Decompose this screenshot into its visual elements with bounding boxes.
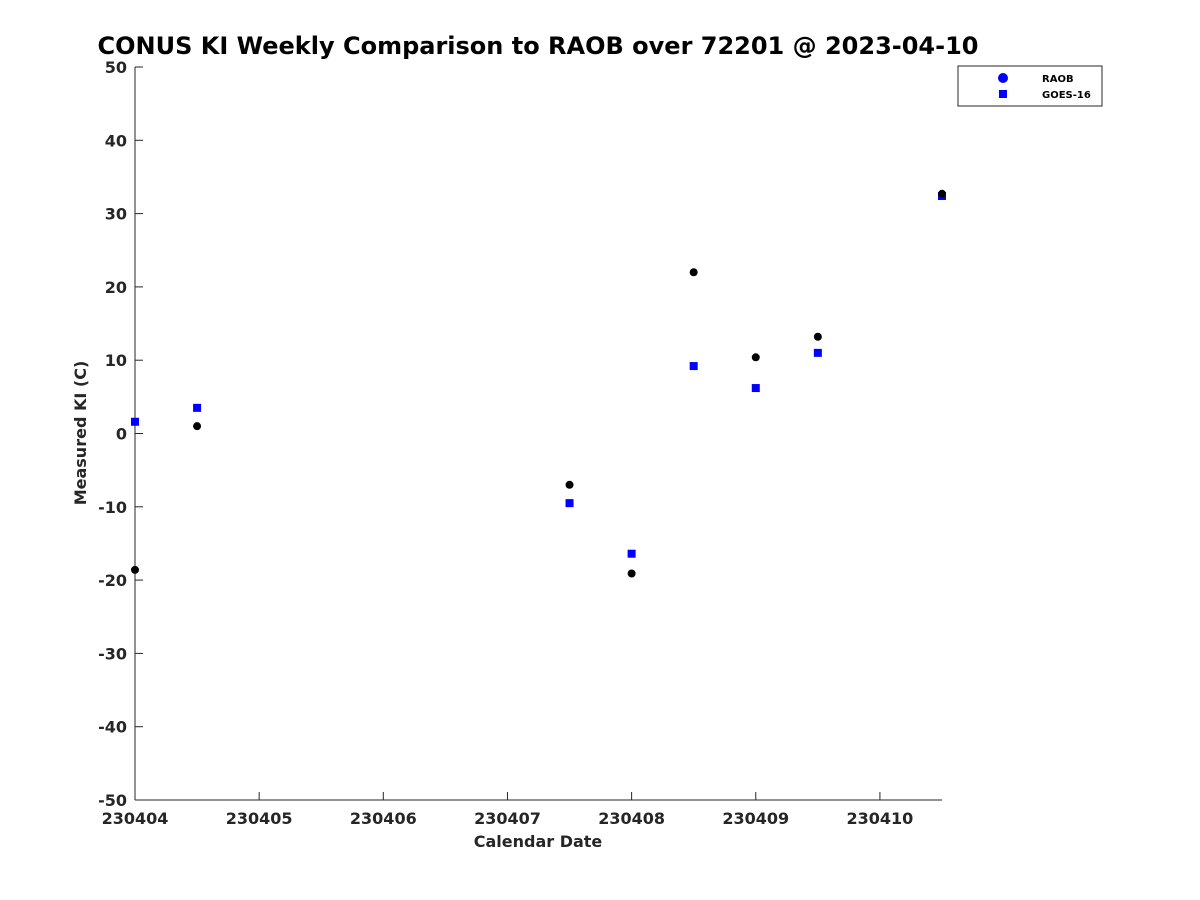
goes-16-point	[131, 417, 139, 426]
x-tick-label: 230404	[102, 809, 169, 828]
x-tick-label: 230406	[350, 809, 417, 828]
legend-label: GOES-16	[1042, 90, 1091, 101]
y-tick-label: 50	[105, 58, 127, 77]
goes-16-point	[627, 549, 636, 558]
x-axis: 230404 230405 230406 230407 230408 230409 2304…	[102, 792, 942, 828]
x-tick-label: 230408	[598, 809, 665, 828]
y-tick-label: -30	[98, 644, 127, 663]
legend: RAOB GOES-16	[957, 65, 1103, 107]
raob-point	[565, 480, 574, 489]
legend-label: RAOB	[1042, 74, 1074, 85]
y-tick-label: 0	[116, 425, 127, 444]
chart-title: CONUS KI Weekly Comparison to RAOB over …	[98, 32, 979, 60]
raob-point	[627, 569, 636, 578]
legend-marker	[999, 90, 1007, 98]
x-tick-label: 230407	[474, 809, 541, 828]
goes-16-point	[751, 384, 760, 393]
legend-box	[957, 65, 1103, 107]
raob-point	[938, 189, 946, 198]
y-axis-label: Measured KI (C)	[71, 361, 90, 506]
y-tick-label: 10	[105, 351, 127, 370]
legend-marker	[998, 73, 1008, 83]
y-tick-label: -10	[98, 498, 127, 517]
data-points	[131, 189, 946, 578]
y-tick-label: 40	[105, 131, 127, 150]
goes-16-point	[813, 348, 822, 357]
goes-16-point	[689, 362, 698, 371]
y-axis: -50 -40 -30 -20 -10 0 10 20 30 40 50	[98, 58, 143, 810]
x-tick-label: 230410	[847, 809, 914, 828]
y-tick-label: -50	[98, 791, 127, 810]
raob-point	[193, 422, 202, 431]
raob-point	[751, 353, 760, 362]
x-tick-label: 230409	[722, 809, 789, 828]
x-tick-label: 230405	[226, 809, 293, 828]
y-tick-label: 30	[105, 205, 127, 224]
goes-16-point	[193, 403, 202, 412]
y-tick-label: -40	[98, 718, 127, 737]
y-tick-label: -20	[98, 571, 127, 590]
raob-point	[813, 332, 822, 341]
raob-point	[131, 565, 139, 574]
x-axis-label: Calendar Date	[474, 832, 603, 851]
raob-point	[689, 268, 698, 277]
y-tick-label: 20	[105, 278, 127, 297]
goes-16-point	[565, 499, 574, 508]
